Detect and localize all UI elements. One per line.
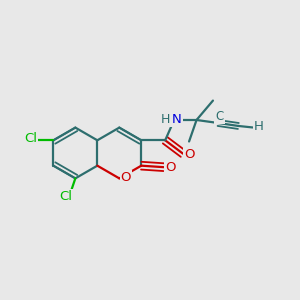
Text: H: H: [254, 120, 264, 134]
Text: O: O: [165, 161, 175, 174]
Text: Cl: Cl: [24, 132, 37, 145]
Text: Cl: Cl: [59, 190, 72, 203]
Text: H: H: [161, 113, 170, 126]
Text: C: C: [215, 110, 224, 123]
Text: O: O: [184, 148, 194, 161]
Text: O: O: [121, 171, 131, 184]
Text: N: N: [172, 113, 182, 126]
